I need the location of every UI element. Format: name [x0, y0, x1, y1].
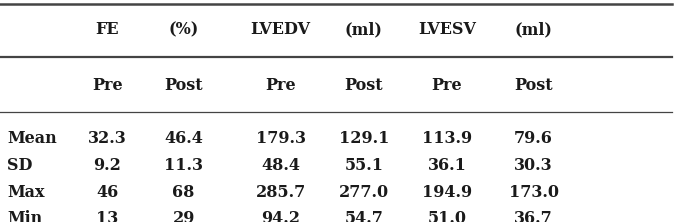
- Text: 179.3: 179.3: [256, 130, 306, 147]
- Text: (ml): (ml): [515, 22, 552, 38]
- Text: Pre: Pre: [432, 77, 462, 94]
- Text: 51.0: 51.0: [428, 210, 466, 222]
- Text: 48.4: 48.4: [261, 157, 300, 174]
- Text: 9.2: 9.2: [94, 157, 121, 174]
- Text: 54.7: 54.7: [344, 210, 383, 222]
- Text: 46: 46: [96, 184, 119, 200]
- Text: 277.0: 277.0: [339, 184, 389, 200]
- Text: (ml): (ml): [345, 22, 383, 38]
- Text: 94.2: 94.2: [261, 210, 300, 222]
- Text: 285.7: 285.7: [256, 184, 306, 200]
- Text: (%): (%): [168, 22, 199, 38]
- Text: 36.1: 36.1: [428, 157, 466, 174]
- Text: 32.3: 32.3: [88, 130, 127, 147]
- Text: LVESV: LVESV: [418, 22, 476, 38]
- Text: FE: FE: [96, 22, 119, 38]
- Text: 129.1: 129.1: [339, 130, 389, 147]
- Text: Max: Max: [7, 184, 44, 200]
- Text: Post: Post: [344, 77, 383, 94]
- Text: Post: Post: [514, 77, 553, 94]
- Text: 55.1: 55.1: [344, 157, 383, 174]
- Text: Min: Min: [7, 210, 42, 222]
- Text: SD: SD: [7, 157, 33, 174]
- Text: 68: 68: [173, 184, 195, 200]
- Text: Mean: Mean: [7, 130, 57, 147]
- Text: Pre: Pre: [265, 77, 296, 94]
- Text: 173.0: 173.0: [509, 184, 559, 200]
- Text: Post: Post: [164, 77, 203, 94]
- Text: 46.4: 46.4: [164, 130, 203, 147]
- Text: 79.6: 79.6: [514, 130, 553, 147]
- Text: 113.9: 113.9: [422, 130, 472, 147]
- Text: LVEDV: LVEDV: [251, 22, 310, 38]
- Text: 194.9: 194.9: [422, 184, 472, 200]
- Text: Pre: Pre: [92, 77, 123, 94]
- Text: 29: 29: [173, 210, 195, 222]
- Text: 11.3: 11.3: [164, 157, 203, 174]
- Text: 13: 13: [96, 210, 119, 222]
- Text: 36.7: 36.7: [514, 210, 553, 222]
- Text: 30.3: 30.3: [514, 157, 553, 174]
